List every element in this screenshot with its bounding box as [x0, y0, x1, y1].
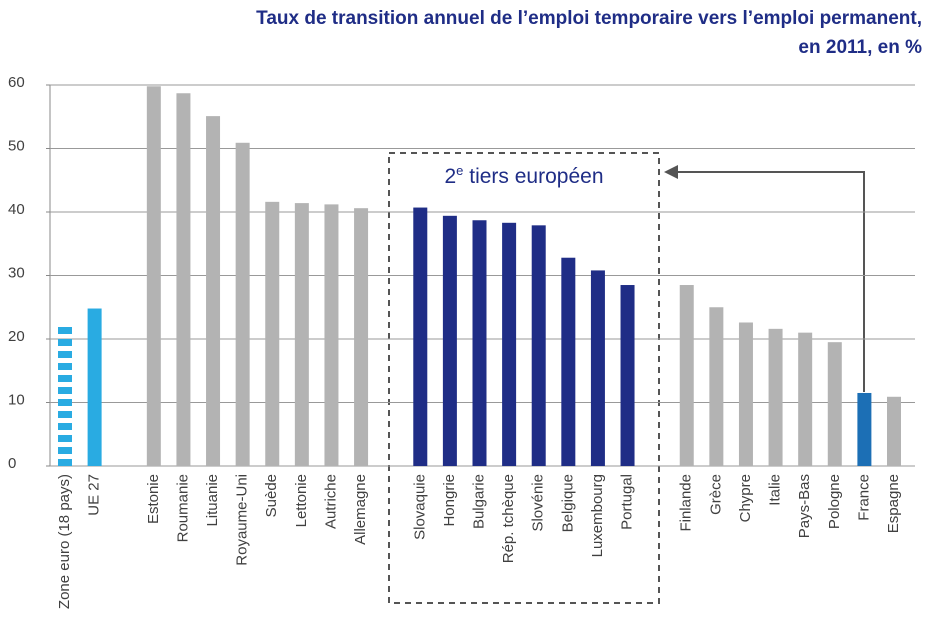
bar: [472, 220, 487, 466]
x-tick-label: Portugal: [619, 474, 636, 530]
x-tick-label: Slovénie: [530, 474, 547, 532]
bar: [87, 308, 102, 466]
arrow-head: [664, 165, 678, 179]
annotation-superscript: e: [456, 163, 463, 178]
x-tick-label: Slovaquie: [411, 474, 428, 540]
x-tick-label: Luxembourg: [589, 474, 606, 557]
x-tick-label: Lettonie: [293, 474, 310, 527]
annotation-text: tiers européen: [463, 165, 603, 188]
x-tick-label: Zone euro (18 pays): [56, 474, 73, 609]
x-tick-label: Allemagne: [352, 474, 369, 545]
x-tick-label: France: [855, 474, 872, 521]
arrow-line: [676, 171, 865, 392]
chart-title: en 2011, en %: [798, 37, 922, 58]
x-tick-label: Chypre: [737, 474, 754, 522]
x-tick-label: Grèce: [707, 474, 724, 515]
x-tick-label: UE 27: [86, 474, 103, 516]
bar: [265, 201, 280, 466]
bar: [294, 203, 309, 467]
highlight-box: [388, 152, 660, 604]
x-tick-label: Pologne: [826, 474, 843, 529]
x-tick-label: Hongrie: [441, 474, 458, 527]
bar: [887, 396, 901, 466]
x-tick-label: Roumanie: [174, 474, 191, 542]
x-tick-label: Autriche: [322, 474, 339, 529]
bar: [235, 142, 250, 466]
bar: [413, 207, 428, 466]
bar: [738, 322, 753, 466]
x-tick-label: Suède: [263, 474, 280, 517]
y-tick-label: 40: [8, 201, 25, 218]
y-tick-label: 60: [8, 74, 25, 91]
y-tick-label: 50: [8, 137, 25, 154]
bar: [146, 86, 161, 467]
x-tick-label: Royaume-Uni: [234, 474, 251, 566]
bar: [206, 116, 221, 467]
x-tick-label: Italie: [767, 474, 784, 506]
bar: [176, 93, 191, 466]
x-tick-label: Belgique: [559, 474, 576, 532]
x-tick-label: Rép. tchèque: [500, 474, 517, 563]
annotation-number: 2: [444, 165, 456, 188]
bar: [827, 342, 842, 466]
bar: [857, 392, 872, 466]
x-tick-label: Espagne: [885, 474, 902, 533]
x-tick-label: Lituanie: [204, 474, 221, 527]
y-tick-label: 0: [8, 455, 16, 472]
bar: [798, 332, 813, 466]
x-tick-label: Estonie: [145, 474, 162, 524]
bar: [709, 307, 724, 466]
chart-title: Taux de transition annuel de l’emploi te…: [256, 8, 922, 29]
x-tick-label: Pays-Bas: [796, 474, 813, 538]
bar: [679, 285, 694, 466]
y-tick-label: 30: [8, 264, 25, 281]
bar: [324, 204, 339, 466]
x-tick-label: Finlande: [678, 474, 695, 532]
bar: [561, 257, 576, 466]
annotation: 2e tiers européen: [444, 163, 603, 188]
bar: [620, 285, 635, 466]
x-tick-label: Bulgarie: [470, 474, 487, 529]
bar: [590, 270, 605, 466]
y-tick-label: 10: [8, 391, 25, 408]
bar: [502, 222, 517, 466]
bar: [531, 225, 546, 466]
bar: [354, 208, 369, 466]
bar: [768, 328, 783, 466]
y-tick-label: 20: [8, 328, 25, 345]
bar: [442, 215, 457, 466]
